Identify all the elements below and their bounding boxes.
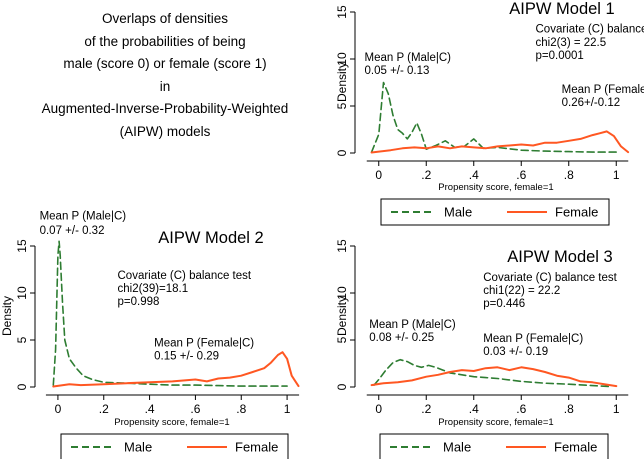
heading-line-3: male (score 0) or female (score 1): [63, 56, 267, 72]
x-tick-label: .6: [516, 168, 526, 182]
series-line-male: [373, 358, 610, 388]
annotation: Covariate (C) balance test: [118, 270, 252, 282]
x-axis-label: Propensity score, female=1: [114, 417, 229, 428]
chart-title: AIPW Model 2: [158, 229, 263, 247]
annotation: chi1(22) = 22.2: [483, 285, 560, 297]
y-axis-label: Density: [335, 62, 349, 102]
series-line-female: [52, 351, 300, 388]
chart-title: AIPW Model 1: [509, 0, 614, 18]
annotation: p=0.446: [483, 298, 525, 310]
y-tick-label: 10: [15, 286, 29, 300]
y-tick-label: 0: [15, 383, 29, 390]
chart-model-3: 0 5 10 15 Density 0 .2 .4 .6 .8 1 Propensity score,…: [335, 239, 629, 459]
x-tick-label: .4: [469, 168, 479, 182]
series-line-male: [370, 81, 618, 153]
legend-label-male: Male: [124, 440, 152, 455]
x-tick-label: 1: [284, 402, 291, 416]
x-tick-label: 0: [375, 402, 382, 416]
annotation: 0.07 +/- 0.32: [40, 225, 105, 237]
legend: Male Female: [60, 433, 289, 459]
y-tick-label: 0: [335, 149, 349, 156]
y-tick-label: 5: [15, 336, 29, 343]
figure-heading: Overlaps of densities of the probabiliti…: [0, 8, 330, 144]
heading-line-4: in: [159, 78, 171, 94]
x-tick-label: 1: [613, 402, 620, 416]
x-tick-label: .4: [469, 402, 479, 416]
annotation: p=0.0001: [536, 50, 584, 62]
y-tick-label: 10: [335, 286, 349, 300]
annotation: Mean P (Female|C): [562, 84, 644, 96]
chart-model-2: 0 5 10 15 Density 0 .2 .4 .6 .8 1 Propensity score,…: [0, 211, 300, 459]
heading-line-6: (AIPW) models: [119, 123, 211, 139]
annotation: Mean P (Female|C): [154, 338, 254, 350]
annotation: Mean P (Female|C): [483, 333, 583, 345]
x-tick-label: .2: [421, 402, 431, 416]
x-tick-label: .2: [99, 402, 109, 416]
series-line-male: [52, 240, 288, 387]
y-axis-label: Density: [0, 296, 14, 336]
annotation: 0.03 +/- 0.19: [483, 346, 548, 358]
annotation: Covariate (C) balance test: [483, 272, 617, 284]
annotation: 0.26+/-0.12: [562, 97, 621, 109]
annotation: chi2(3) = 22.5: [536, 37, 607, 49]
heading-line-5: Augmented-Inverse-Probability-Weighted: [41, 101, 289, 117]
legend: Male Female: [380, 198, 610, 226]
annotation: chi2(39)=18.1: [118, 283, 189, 295]
chart-model-1: 0 5 10 15 Density 0 .2 .4 .6 .8 1 Propensity score,…: [335, 0, 644, 226]
y-tick-label: 15: [335, 239, 349, 253]
annotation: 0.08 +/- 0.25: [369, 332, 434, 344]
annotation: p=0.998: [118, 296, 160, 308]
x-axis-label: Propensity score, female=1: [438, 417, 553, 428]
annotation: Mean P (Male|C): [365, 52, 452, 64]
annotation: Covariate (C) balance test: [536, 24, 644, 36]
legend-label-male: Male: [443, 440, 471, 455]
y-tick-label: 15: [15, 239, 29, 253]
x-tick-label: .6: [190, 402, 200, 416]
x-axis-label: Propensity score, female=1: [438, 182, 553, 193]
y-tick-label: 5: [335, 102, 349, 109]
series-line-female: [370, 366, 618, 388]
x-tick-label: 0: [375, 168, 382, 182]
x-tick-label: 1: [613, 168, 620, 182]
y-axis-label: Density: [335, 296, 349, 336]
x-tick-label: .2: [421, 168, 431, 182]
heading-line-1: Overlaps of densities: [101, 11, 229, 26]
legend-label-male: Male: [444, 205, 472, 220]
x-tick-label: .8: [564, 168, 574, 182]
x-tick-label: 0: [55, 402, 62, 416]
legend-label-female: Female: [235, 440, 278, 455]
y-tick-label: 15: [335, 5, 349, 19]
heading-line-2: of the probabilities of being: [84, 33, 246, 49]
series-line-female: [370, 130, 630, 154]
x-tick-label: .8: [236, 402, 246, 416]
x-tick-label: .6: [516, 402, 526, 416]
annotation: Mean P (Male|C): [40, 211, 127, 223]
y-tick-label: 5: [335, 336, 349, 343]
legend: Male Female: [379, 433, 609, 459]
chart-title: AIPW Model 3: [507, 248, 612, 266]
annotation: 0.15 +/- 0.29: [154, 351, 219, 363]
x-tick-label: .4: [145, 402, 155, 416]
x-tick-label: .8: [564, 402, 574, 416]
annotation: Mean P (Male|C): [369, 319, 456, 331]
y-tick-label: 10: [335, 52, 349, 66]
annotation: 0.05 +/- 0.13: [365, 65, 430, 77]
y-tick-label: 0: [335, 383, 349, 390]
legend-label-female: Female: [555, 205, 598, 220]
legend-label-female: Female: [554, 440, 597, 455]
